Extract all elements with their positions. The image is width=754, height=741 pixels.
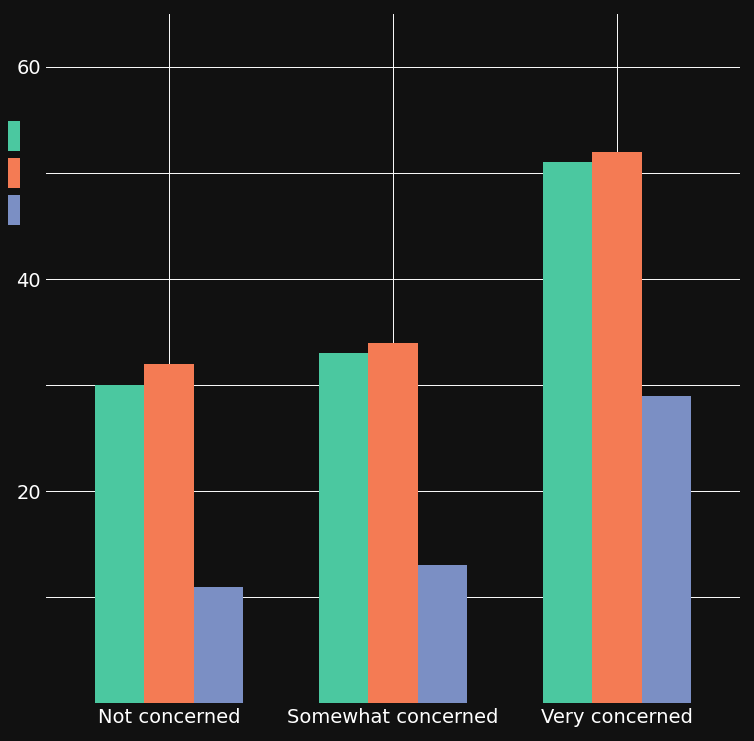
Bar: [642, 396, 691, 703]
Bar: [543, 162, 593, 703]
Bar: [95, 385, 145, 703]
Bar: [319, 353, 369, 703]
Bar: [145, 364, 194, 703]
Bar: [8, 121, 20, 150]
Bar: [8, 158, 20, 187]
Bar: [418, 565, 467, 703]
Bar: [369, 342, 418, 703]
Bar: [8, 195, 20, 225]
Bar: [194, 587, 243, 703]
Bar: [593, 152, 642, 703]
